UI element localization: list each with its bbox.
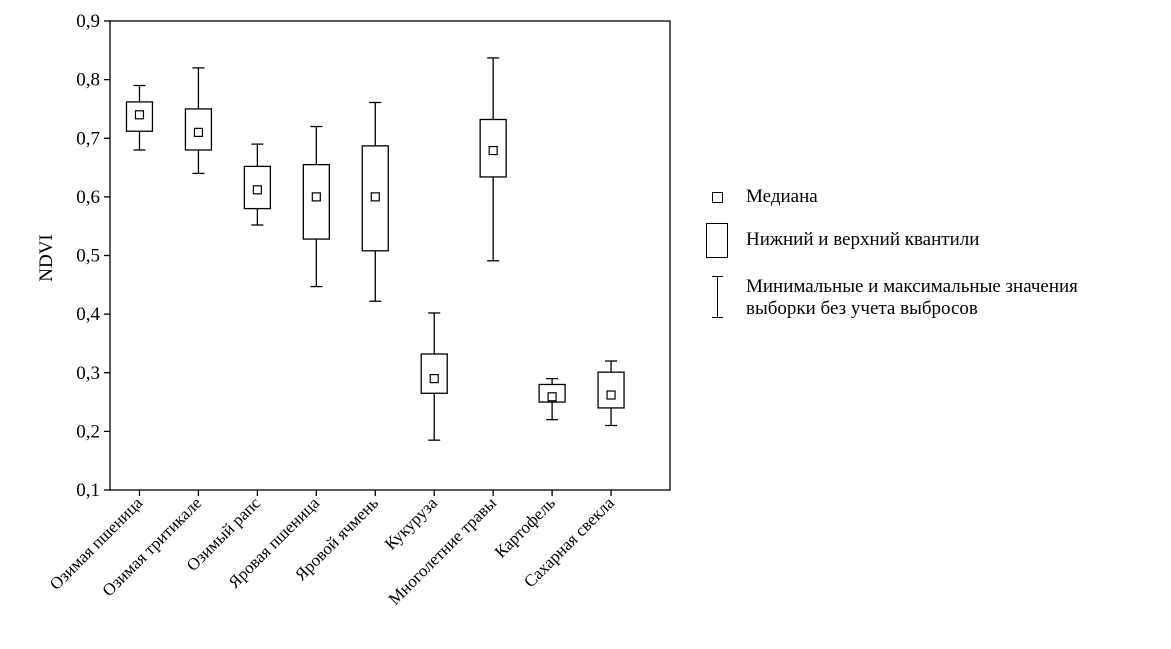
quartile-box [420, 353, 448, 394]
x-category-label: Кукуруза [381, 493, 442, 554]
box-series [125, 57, 625, 441]
box-9 [597, 360, 625, 427]
box-2 [184, 67, 213, 175]
plot-area-frame [109, 20, 671, 491]
y-tick-label: 0,4 [76, 304, 100, 325]
y-tick-label: 0,5 [76, 246, 100, 267]
box-5 [361, 101, 389, 302]
y-tick-label: 0,9 [76, 11, 100, 32]
y-tick-label: 0,8 [76, 70, 100, 91]
y-tick-label: 0,1 [76, 480, 100, 501]
y-tick-label: 0,6 [76, 187, 100, 208]
quartile-box [125, 101, 154, 132]
median-marker [370, 192, 380, 202]
quartile-box [302, 163, 330, 240]
legend-quartiles-label: Нижний и верхний квантили [746, 229, 980, 250]
median-marker [311, 192, 321, 202]
median-marker [252, 185, 262, 195]
median-marker [193, 127, 204, 137]
x-category-label: Многолетние травы [385, 493, 501, 609]
box-1 [125, 84, 154, 151]
median-square-icon [706, 186, 730, 208]
y-tick-label: 0,3 [76, 363, 100, 384]
x-axis-ticks [138, 490, 612, 496]
legend-range-label-line1: Минимальные и максимальные значения [746, 276, 1078, 297]
legend-item-quartiles: Нижний и верхний квантили [706, 223, 979, 259]
median-marker [429, 374, 439, 384]
box-7 [479, 57, 507, 262]
box-6 [420, 312, 448, 441]
median-marker [547, 392, 557, 402]
legend-item-median: Медиана [706, 186, 818, 208]
y-axis-tick-labels: 0,1 0,2 0,3 0,4 0,5 0,6 0,7 0,8 0,9 [76, 11, 100, 501]
box-3 [243, 143, 272, 226]
y-tick-label: 0,7 [76, 128, 100, 149]
quartile-box [361, 145, 389, 252]
box-8 [538, 377, 566, 421]
median-marker [606, 390, 616, 400]
legend-range-label-line2: выборки без учета выбросов [746, 298, 978, 319]
box-4 [302, 125, 330, 288]
y-axis-ticks [104, 20, 110, 491]
y-tick-label: 0,2 [76, 421, 100, 442]
median-marker [134, 110, 145, 120]
whisker-range-icon [706, 276, 730, 320]
legend-median-label: Медиана [746, 186, 818, 207]
quartile-box [597, 371, 625, 409]
box-rectangle-icon [706, 223, 730, 259]
legend-item-range: Минимальные и максимальные значения выбо… [706, 276, 1078, 320]
x-category-label: Озимая тритикале [99, 493, 206, 600]
y-axis-title: NDVI [36, 234, 57, 282]
median-marker [488, 145, 498, 156]
